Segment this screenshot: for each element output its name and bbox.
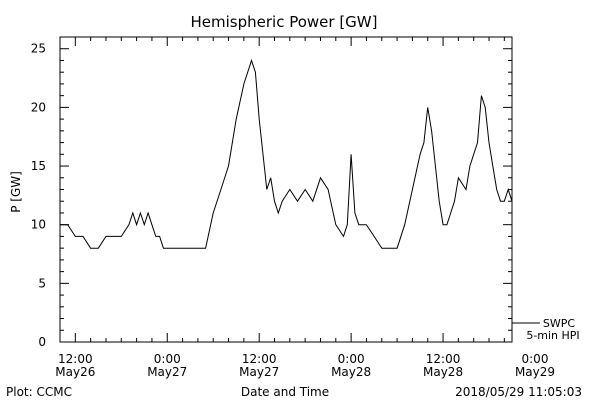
legend-line2: 5-min HPI [526,329,579,342]
x-axis-label: Date and Time [241,385,329,399]
x-tick-time-label: 12:00 [242,352,277,366]
x-tick-date-label: May26 [55,365,95,379]
x-tick-time-label: 12:00 [58,352,93,366]
y-tick-label: 15 [31,159,46,173]
y-tick-label: 0 [38,335,46,349]
x-tick-date-label: May27 [239,365,279,379]
hemispheric-power-line [60,58,513,249]
x-tick-date-label: May29 [515,365,555,379]
x-tick-date-label: May28 [423,365,463,379]
plot-frame [59,36,513,343]
x-tick-time-label: 0:00 [154,352,181,366]
footer-left: Plot: CCMC [6,385,72,399]
x-tick-time-label: 0:00 [338,352,365,366]
y-axis-label: P [GW] [9,171,23,213]
x-tick-time-label: 12:00 [426,352,461,366]
x-tick-date-label: May27 [147,365,187,379]
y-tick-label: 5 [38,276,46,290]
y-tick-label: 10 [31,218,46,232]
chart-title: Hemispheric Power [GW] [191,13,378,31]
x-tick-time-label: 0:00 [522,352,549,366]
footer-right: 2018/05/29 11:05:03 [455,385,582,399]
y-tick-label: 25 [31,42,46,56]
legend-line1: SWPC [543,317,575,330]
y-tick-label: 20 [31,100,46,114]
x-tick-date-label: May28 [331,365,371,379]
